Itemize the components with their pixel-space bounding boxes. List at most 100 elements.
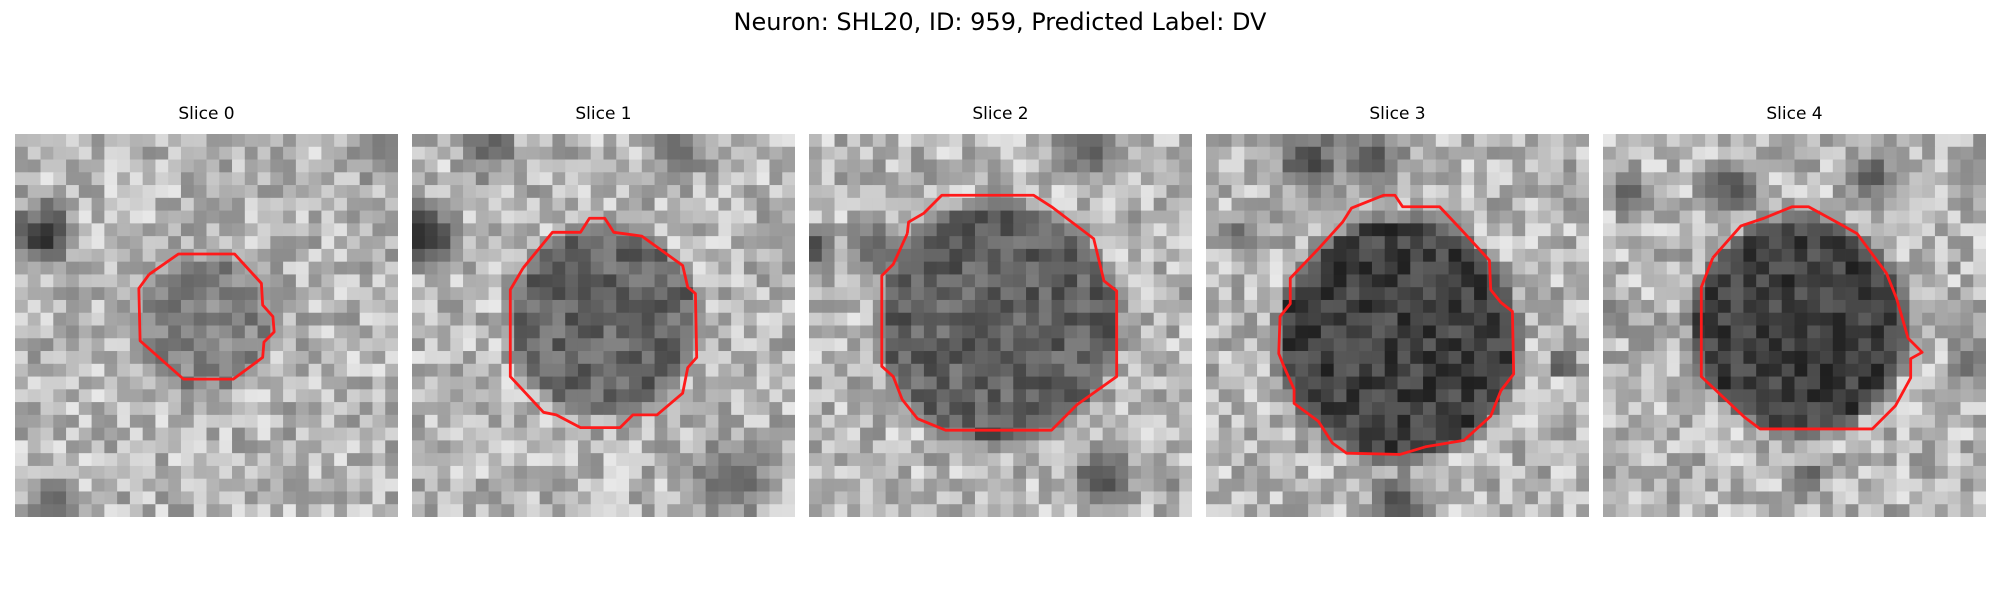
pixel-cell: [308, 465, 322, 480]
pixel-cell: [898, 287, 912, 301]
pixel-cell: [1550, 402, 1564, 416]
pixel-cell: [1038, 134, 1052, 148]
pixel-cell: [117, 159, 131, 173]
pixel-cell: [629, 274, 643, 288]
pixel-cell: [1730, 465, 1744, 480]
pixel-cell: [1896, 491, 1910, 505]
pixel-cell: [1909, 299, 1923, 314]
pixel-cell: [1013, 312, 1027, 326]
pixel-cell: [641, 223, 655, 237]
pixel-cell: [321, 274, 335, 288]
pixel-cell: [743, 338, 758, 352]
pixel-cell: [244, 261, 258, 275]
pixel-cell: [424, 389, 438, 403]
pixel-cell: [1883, 223, 1898, 237]
pixel-cell: [514, 299, 528, 314]
pixel-cell: [308, 134, 322, 148]
pixel-cell: [1909, 223, 1923, 237]
pixel-cell: [412, 185, 426, 199]
pixel-cell: [809, 338, 823, 352]
pixel-cell: [1448, 287, 1462, 301]
pixel-cell: [667, 312, 681, 326]
pixel-cell: [1384, 325, 1398, 339]
pixel-cell: [1486, 465, 1501, 480]
figure-title: Neuron: SHL20, ID: 959, Predicted Label:…: [733, 8, 1267, 36]
pixel-cell: [308, 402, 322, 416]
pixel-cell: [437, 351, 451, 365]
pixel-cell: [987, 363, 1001, 377]
pixel-cell: [1845, 363, 1859, 377]
pixel-cell: [1947, 325, 1961, 339]
pixel-cell: [1308, 159, 1322, 173]
pixel-cell: [1550, 236, 1564, 250]
pixel-cell: [1973, 185, 1986, 199]
pixel-cell: [1140, 491, 1155, 505]
pixel-cell: [641, 172, 655, 186]
pixel-cell: [1807, 478, 1821, 492]
pixel-cell: [1179, 248, 1192, 263]
pixel-cell: [463, 504, 477, 517]
slice-panel-1: Slice 1: [412, 104, 795, 517]
pixel-cell: [1576, 478, 1589, 492]
pixel-cell: [782, 504, 795, 517]
pixel-cell: [936, 338, 950, 352]
pixel-cell: [1512, 491, 1526, 505]
pixel-cell: [629, 248, 643, 263]
pixel-cell: [1038, 414, 1052, 429]
neuron-contour: [1699, 205, 1924, 431]
pixel-cell: [1934, 491, 1949, 505]
pixel-cell: [334, 185, 348, 199]
pixel-cell: [1333, 274, 1347, 288]
pixel-cell: [1871, 414, 1885, 429]
pixel-cell: [450, 325, 464, 339]
pixel-cell: [321, 351, 335, 365]
pixel-cell: [475, 389, 489, 403]
pixel-cell: [1960, 363, 1974, 377]
pixel-cell: [1179, 504, 1192, 517]
pixel-cell: [552, 389, 566, 403]
pixel-cell: [321, 146, 335, 160]
pixel-cell: [1333, 172, 1347, 186]
pixel-cell: [1730, 248, 1744, 263]
pixel-cell: [1499, 389, 1513, 403]
pixel-cell: [1051, 351, 1065, 365]
pixel-cell: [104, 236, 118, 250]
pixel-cell: [1512, 159, 1526, 173]
pixel-cell: [923, 402, 938, 416]
pixel-cell: [552, 134, 566, 148]
pixel-cell: [1206, 210, 1220, 224]
pixel-cell: [616, 274, 630, 288]
pixel-cell: [308, 146, 322, 160]
pixel-cell: [590, 491, 604, 505]
pixel-cell: [1026, 172, 1040, 186]
pixel-cell: [782, 185, 795, 199]
pixel-cell: [1435, 504, 1449, 517]
pixel-cell: [206, 159, 220, 173]
pixel-cell: [346, 478, 361, 492]
pixel-cell: [193, 146, 207, 160]
pixel-cell: [860, 172, 874, 186]
pixel-cell: [1371, 159, 1386, 173]
pixel-cell: [193, 363, 207, 377]
pixel-cell: [1244, 402, 1258, 416]
pixel-cell: [257, 389, 271, 403]
pixel-cell: [219, 185, 233, 199]
pixel-cell: [539, 287, 553, 301]
pixel-cell: [1359, 159, 1373, 173]
pixel-cell: [488, 312, 502, 326]
pixel-cell: [987, 146, 1001, 160]
pixel-cell: [1244, 427, 1258, 441]
pixel-cell: [539, 274, 553, 288]
pixel-cell: [117, 338, 131, 352]
pixel-cell: [949, 414, 963, 429]
pixel-cell: [1654, 159, 1668, 173]
pixel-cell: [1153, 325, 1167, 339]
pixel-cell: [1666, 261, 1680, 275]
pixel-cell: [809, 427, 823, 441]
pixel-cell: [692, 338, 707, 352]
pixel-cell: [1960, 414, 1974, 429]
pixel-cell: [616, 402, 630, 416]
pixel-cell: [1934, 376, 1949, 390]
pixel-cell: [1474, 351, 1488, 365]
pixel-cell: [769, 172, 783, 186]
